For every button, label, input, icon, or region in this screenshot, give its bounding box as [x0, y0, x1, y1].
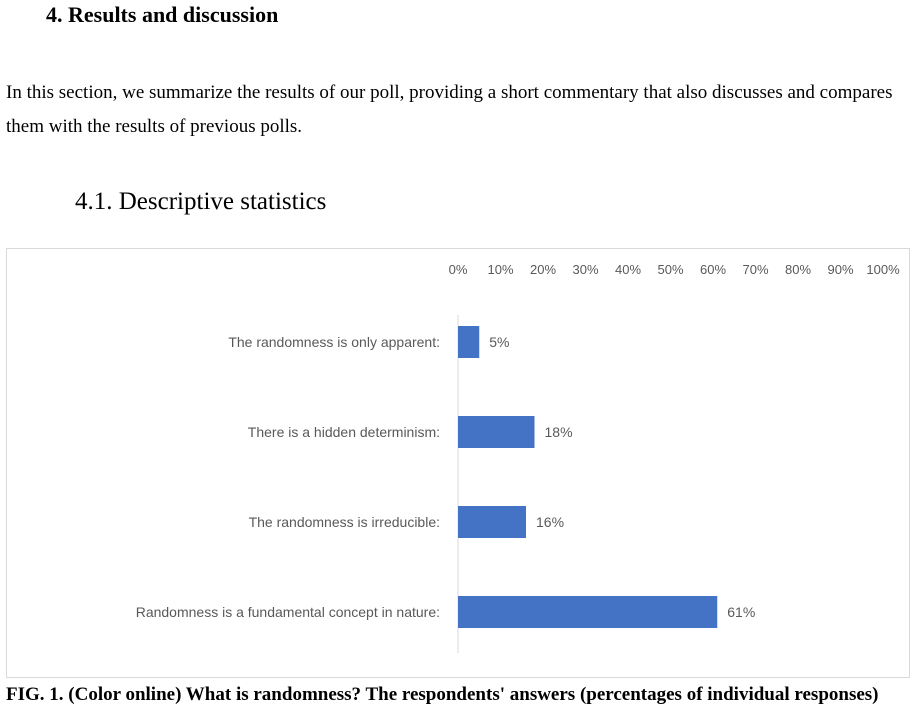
x-tick-label: 70% — [742, 262, 768, 277]
bar — [458, 416, 535, 448]
x-tick-label: 50% — [657, 262, 683, 277]
data-label: 18% — [545, 424, 573, 440]
x-tick-label: 20% — [530, 262, 556, 277]
x-tick-label: 30% — [572, 262, 598, 277]
x-tick-label: 80% — [785, 262, 811, 277]
category-label: The randomness is irreducible: — [249, 514, 440, 530]
x-tick-label: 100% — [866, 262, 900, 277]
figure-caption: FIG. 1. (Color online) What is randomnes… — [6, 684, 879, 705]
data-label: 61% — [727, 604, 755, 620]
subsection-heading: 4.1. Descriptive statistics — [75, 188, 327, 215]
x-tick-label: 40% — [615, 262, 641, 277]
category-label: Randomness is a fundamental concept in n… — [136, 604, 440, 620]
section-heading: 4. Results and discussion — [46, 2, 279, 27]
data-label: 16% — [536, 514, 564, 530]
x-tick-label: 90% — [827, 262, 853, 277]
data-label: 5% — [489, 334, 509, 350]
x-tick-label: 0% — [449, 262, 468, 277]
chart-frame: 0% 10% 20% 30% 40% 50% 60% 70% 80% 90% 100% The ran… — [6, 248, 910, 678]
x-tick-label: 60% — [700, 262, 726, 277]
bar — [458, 326, 480, 358]
bar — [458, 596, 718, 628]
bar-chart: 0% 10% 20% 30% 40% 50% 60% 70% 80% 90% 100% The ran… — [136, 262, 900, 653]
category-label: There is a hidden determinism: — [248, 424, 440, 440]
category-label: The randomness is only apparent: — [228, 334, 440, 350]
x-tick-label: 10% — [487, 262, 513, 277]
intro-paragraph: In this section, we summarize the result… — [6, 82, 893, 137]
bar — [458, 506, 526, 538]
